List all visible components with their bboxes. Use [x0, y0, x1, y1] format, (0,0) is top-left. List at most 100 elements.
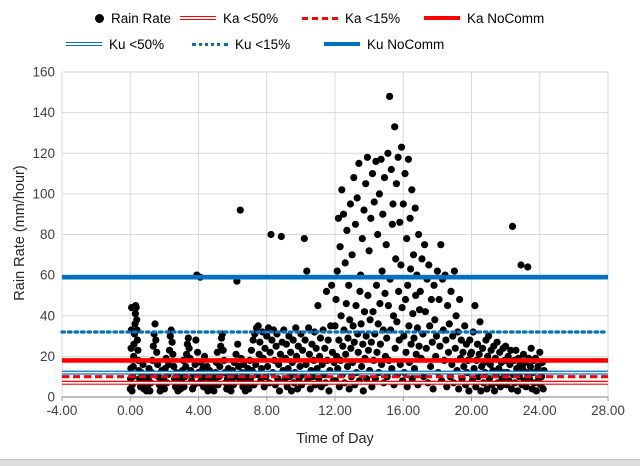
data-point — [368, 383, 376, 391]
data-point — [376, 300, 384, 308]
data-point — [299, 346, 307, 354]
data-point — [404, 155, 412, 163]
legend-item-ka-15: Ka <15% — [302, 10, 400, 26]
data-point — [275, 387, 284, 395]
ku-15-line-icon — [192, 42, 228, 46]
data-point — [284, 365, 292, 373]
data-point — [376, 340, 384, 348]
data-point — [485, 332, 493, 340]
data-point — [399, 200, 407, 208]
y-tick-label: 140 — [32, 105, 55, 120]
data-point — [350, 174, 358, 182]
legend-item-ku-50: Ku <50% — [66, 36, 164, 52]
data-point — [334, 365, 342, 373]
data-point — [151, 320, 159, 328]
legend-label: Ku NoComm — [367, 36, 445, 52]
data-point — [359, 387, 367, 395]
data-point — [377, 155, 385, 163]
data-point — [406, 214, 414, 222]
data-point — [420, 373, 428, 381]
data-point — [160, 385, 168, 393]
data-point — [335, 336, 343, 344]
data-point — [365, 247, 373, 255]
data-point — [339, 210, 348, 218]
data-point — [389, 200, 397, 208]
data-point — [321, 344, 329, 352]
data-point — [383, 334, 391, 342]
data-point — [362, 332, 370, 340]
data-point — [184, 334, 192, 342]
data-point — [466, 336, 474, 344]
data-point — [444, 302, 452, 310]
data-point — [216, 362, 224, 371]
data-point — [412, 350, 420, 358]
data-point — [325, 387, 333, 395]
data-point — [394, 153, 402, 161]
data-point — [153, 348, 161, 356]
y-tick-label: 160 — [32, 65, 55, 80]
data-point — [132, 304, 140, 312]
data-point — [410, 334, 418, 342]
data-point — [210, 387, 218, 395]
legend-label: Ku <50% — [109, 36, 165, 52]
x-tick-label: 20.00 — [455, 403, 489, 418]
data-point — [407, 265, 415, 273]
data-point — [345, 385, 353, 393]
data-point — [405, 322, 413, 330]
data-point — [268, 336, 276, 344]
data-point — [305, 324, 313, 332]
data-point — [192, 336, 200, 344]
data-point — [333, 267, 341, 275]
data-point — [422, 344, 430, 352]
data-point — [360, 206, 368, 214]
data-point — [397, 261, 405, 269]
data-point — [166, 332, 174, 340]
data-point — [452, 312, 460, 320]
data-point — [336, 243, 344, 251]
data-point — [437, 241, 445, 249]
y-axis-title: Rain Rate (mm/hour) — [12, 165, 28, 301]
legend-label: Ka <15% — [345, 10, 401, 26]
data-point — [384, 302, 392, 310]
data-point — [260, 383, 268, 391]
data-point — [338, 186, 346, 194]
bottom-strip — [0, 459, 640, 466]
data-point — [532, 387, 540, 395]
data-point — [430, 281, 438, 289]
data-point — [347, 344, 355, 352]
data-point — [168, 338, 176, 346]
data-point — [363, 153, 371, 161]
data-point — [391, 123, 399, 131]
y-tick-label: 20 — [40, 349, 55, 364]
data-point — [426, 322, 434, 330]
data-point — [375, 190, 383, 198]
ka-50-line-icon — [180, 15, 216, 21]
data-point — [479, 344, 487, 352]
x-tick-label: 16.00 — [386, 403, 420, 418]
legend-label: Ku <15% — [235, 36, 291, 52]
data-point — [272, 342, 280, 350]
data-point — [287, 348, 295, 356]
data-point — [263, 332, 271, 340]
data-point — [451, 344, 459, 352]
data-point — [425, 261, 433, 269]
x-tick-label: 28.00 — [591, 403, 625, 418]
data-point — [227, 387, 235, 395]
data-point — [392, 180, 400, 188]
data-point — [170, 362, 178, 371]
data-point — [459, 348, 467, 356]
data-point — [266, 348, 274, 356]
data-point — [496, 383, 505, 391]
data-point — [337, 312, 345, 320]
data-point — [334, 214, 342, 222]
legend-label: Ka <50% — [223, 10, 279, 26]
data-point — [398, 304, 406, 312]
x-axis-title: Time of Day — [296, 431, 374, 447]
data-point — [524, 263, 532, 271]
data-point — [477, 387, 485, 395]
data-point — [264, 362, 272, 371]
x-tick-label: 8.00 — [254, 403, 280, 418]
data-point — [381, 289, 389, 297]
